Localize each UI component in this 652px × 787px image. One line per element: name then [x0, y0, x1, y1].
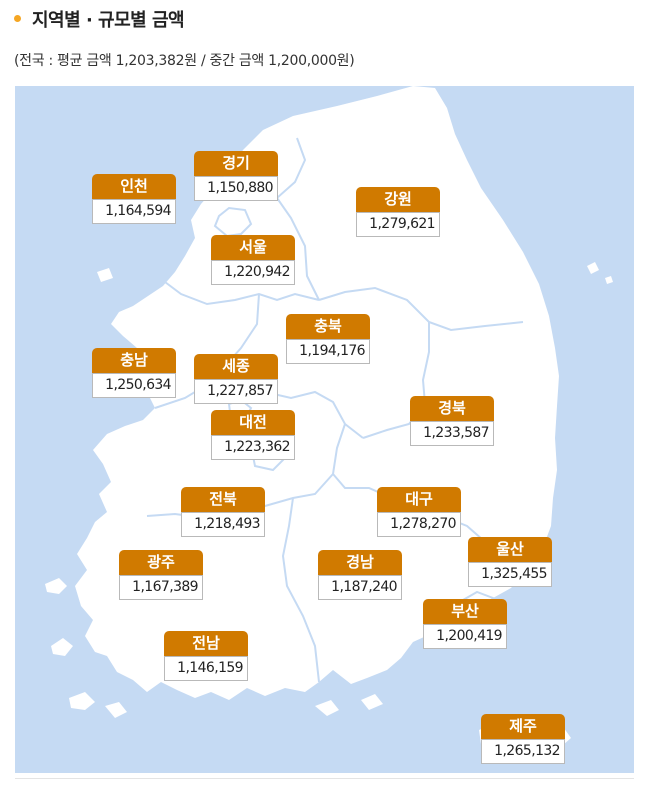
region-value: 1,200,419: [423, 624, 507, 649]
region-name: 제주: [481, 714, 565, 739]
region-label-busan: 부산 1,200,419: [423, 599, 507, 649]
region-label-jeonbuk: 전북 1,218,493: [181, 487, 265, 537]
island-9: [587, 262, 599, 274]
region-label-daegu: 대구 1,278,270: [377, 487, 461, 537]
region-name: 경남: [318, 550, 402, 575]
bottom-divider: [15, 778, 634, 779]
region-name: 세종: [194, 354, 278, 379]
region-value: 1,150,880: [194, 176, 278, 201]
region-name: 전남: [164, 631, 248, 656]
region-name: 강원: [356, 187, 440, 212]
region-label-sejong: 세종 1,227,857: [194, 354, 278, 404]
island-4: [105, 702, 127, 718]
island-10: [605, 276, 613, 284]
region-name: 충북: [286, 314, 370, 339]
region-value: 1,265,132: [481, 739, 565, 764]
bullet-icon: [14, 15, 21, 22]
island-1: [45, 578, 67, 594]
region-name: 충남: [92, 348, 176, 373]
region-name: 대구: [377, 487, 461, 512]
region-label-chungbuk: 충북 1,194,176: [286, 314, 370, 364]
island-8: [97, 268, 113, 282]
region-value: 1,218,493: [181, 512, 265, 537]
region-value: 1,325,455: [468, 562, 552, 587]
region-name: 광주: [119, 550, 203, 575]
region-label-gwangju: 광주 1,167,389: [119, 550, 203, 600]
region-value: 1,164,594: [92, 199, 176, 224]
region-name: 부산: [423, 599, 507, 624]
region-label-jeonnam: 전남 1,146,159: [164, 631, 248, 681]
region-label-chungnam: 충남 1,250,634: [92, 348, 176, 398]
region-label-gyeongnam: 경남 1,187,240: [318, 550, 402, 600]
korea-map: 인천 1,164,594 경기 1,150,880 강원 1,279,621 서…: [15, 86, 634, 773]
page-title: 지역별 · 규모별 금액: [32, 10, 185, 31]
island-3: [69, 692, 95, 710]
region-label-ulsan: 울산 1,325,455: [468, 537, 552, 587]
region-name: 울산: [468, 537, 552, 562]
header: 지역별 · 규모별 금액 (전국 : 평균 금액 1,203,382원 / 중간…: [0, 0, 652, 80]
region-label-gangwon: 강원 1,279,621: [356, 187, 440, 237]
region-value: 1,227,857: [194, 379, 278, 404]
region-name: 전북: [181, 487, 265, 512]
region-name: 대전: [211, 410, 295, 435]
island-5: [315, 700, 339, 716]
region-value: 1,233,587: [410, 421, 494, 446]
region-label-gyeongbuk: 경북 1,233,587: [410, 396, 494, 446]
region-value: 1,278,270: [377, 512, 461, 537]
region-name: 경기: [194, 151, 278, 176]
region-name: 경북: [410, 396, 494, 421]
region-label-daejeon: 대전 1,223,362: [211, 410, 295, 460]
region-value: 1,187,240: [318, 575, 402, 600]
page-subtitle: (전국 : 평균 금액 1,203,382원 / 중간 금액 1,200,000…: [14, 53, 355, 69]
region-label-gyeonggi: 경기 1,150,880: [194, 151, 278, 201]
region-name: 인천: [92, 174, 176, 199]
region-label-jeju: 제주 1,265,132: [481, 714, 565, 764]
island-6: [361, 694, 383, 710]
region-value: 1,279,621: [356, 212, 440, 237]
region-value: 1,167,389: [119, 575, 203, 600]
region-label-seoul: 서울 1,220,942: [211, 235, 295, 285]
region-name: 서울: [211, 235, 295, 260]
region-value: 1,220,942: [211, 260, 295, 285]
region-value: 1,194,176: [286, 339, 370, 364]
region-value: 1,250,634: [92, 373, 176, 398]
region-value: 1,223,362: [211, 435, 295, 460]
island-2: [51, 638, 73, 656]
region-label-incheon: 인천 1,164,594: [92, 174, 176, 224]
region-value: 1,146,159: [164, 656, 248, 681]
